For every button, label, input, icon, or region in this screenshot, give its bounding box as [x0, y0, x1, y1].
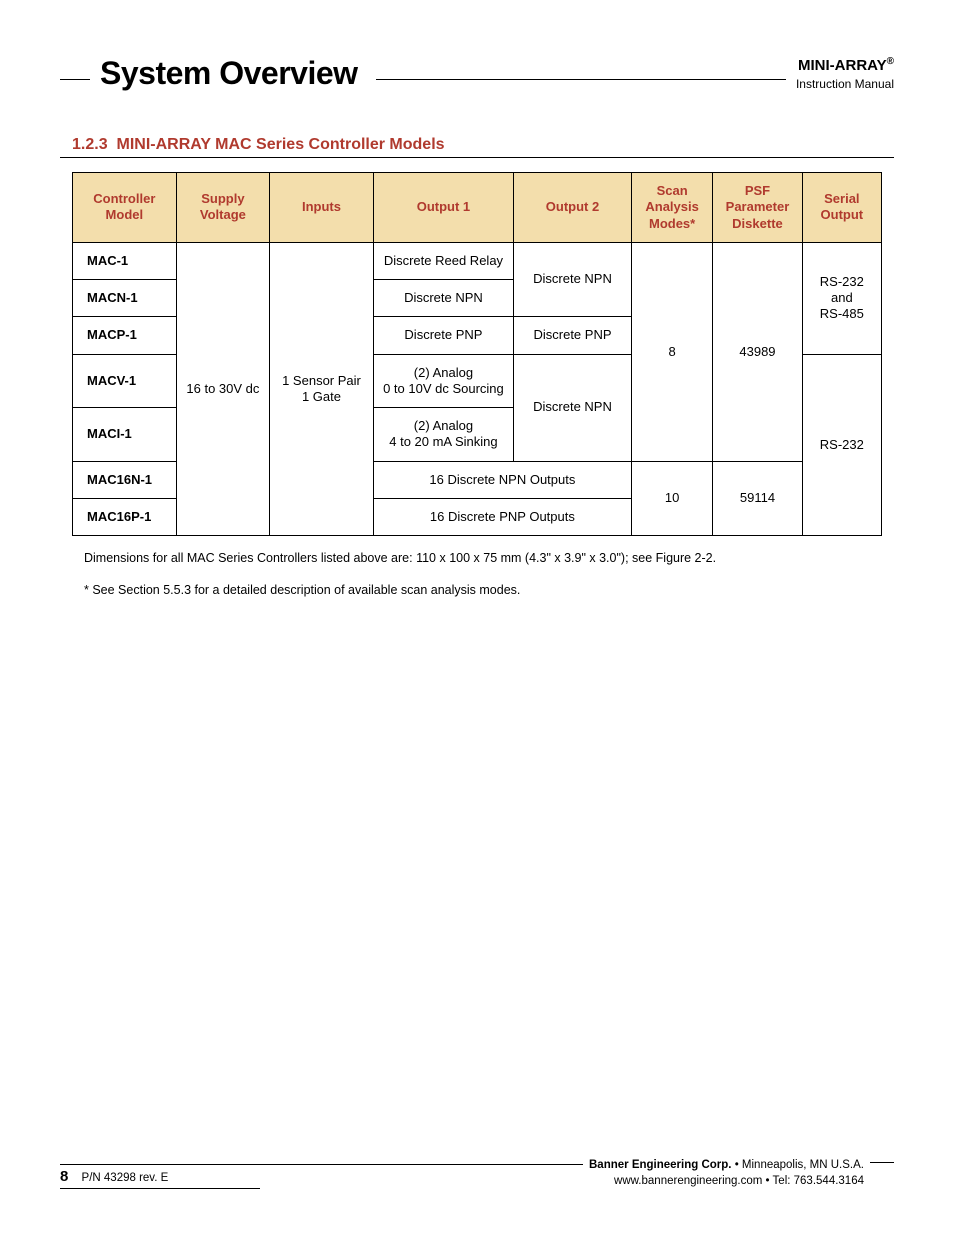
- inputs-text: 1 Sensor Pair 1 Gate: [282, 373, 361, 404]
- table-row: MAC-1 16 to 30V dc 1 Sensor Pair 1 Gate …: [73, 242, 882, 279]
- col-controller-model: Controller Model: [73, 173, 177, 243]
- header-rule-right: [376, 79, 786, 80]
- out1-line: (2) Analog: [414, 365, 473, 380]
- cell-out1: (2) Analog 4 to 20 mA Sinking: [373, 408, 513, 462]
- serial-line: RS-232: [820, 274, 864, 289]
- serial-line: and: [831, 290, 853, 305]
- controller-table: Controller Model Supply Voltage Inputs O…: [72, 172, 882, 536]
- footer-rule-under: [60, 1188, 260, 1189]
- footer-company: Banner Engineering Corp. • Minneapolis, …: [589, 1157, 864, 1173]
- cell-out-merged: 16 Discrete NPN Outputs: [373, 461, 631, 498]
- col-inputs: Inputs: [270, 173, 374, 243]
- col-serial: Serial Output: [802, 173, 881, 243]
- cell-psf: 43989: [713, 242, 802, 461]
- manual-label: Instruction Manual: [796, 77, 894, 91]
- cell-psf: 59114: [713, 461, 802, 536]
- cell-model: MACV-1: [73, 354, 177, 408]
- cell-model: MAC-1: [73, 242, 177, 279]
- cell-model: MACI-1: [73, 408, 177, 462]
- serial-line: RS-485: [820, 306, 864, 321]
- cell-inputs: 1 Sensor Pair 1 Gate: [270, 242, 374, 535]
- cell-scan: 10: [631, 461, 712, 536]
- col-output2: Output 2: [514, 173, 632, 243]
- cell-model: MACP-1: [73, 317, 177, 354]
- footer: Banner Engineering Corp. • Minneapolis, …: [60, 1157, 894, 1189]
- cell-out1: Discrete Reed Relay: [373, 242, 513, 279]
- cell-model: MACN-1: [73, 280, 177, 317]
- table-header-row: Controller Model Supply Voltage Inputs O…: [73, 173, 882, 243]
- cell-out2: Discrete PNP: [514, 317, 632, 354]
- cell-serial: RS-232: [802, 354, 881, 536]
- cell-out1: Discrete NPN: [373, 280, 513, 317]
- note-scan-modes: * See Section 5.5.3 for a detailed descr…: [84, 582, 882, 600]
- page: System Overview MINI-ARRAY® Instruction …: [0, 0, 954, 1235]
- page-title: System Overview: [100, 55, 358, 92]
- cell-out2: Discrete NPN: [514, 242, 632, 317]
- out1-line: 4 to 20 mA Sinking: [389, 434, 497, 449]
- section-title: MINI-ARRAY MAC Series Controller Models: [116, 136, 444, 153]
- cell-out-merged: 16 Discrete PNP Outputs: [373, 498, 631, 535]
- out1-line: 0 to 10V dc Sourcing: [383, 381, 504, 396]
- header-rule-left: [60, 79, 90, 80]
- footer-left: 8 P/N 43298 rev. E: [60, 1168, 260, 1189]
- page-number: 8: [60, 1168, 68, 1185]
- cell-out1: (2) Analog 0 to 10V dc Sourcing: [373, 354, 513, 408]
- footer-rule-right: [870, 1162, 894, 1163]
- note-dimensions: Dimensions for all MAC Series Controller…: [84, 550, 882, 568]
- col-output1: Output 1: [373, 173, 513, 243]
- footer-rule-left: [60, 1164, 583, 1165]
- col-scan-modes: Scan Analysis Modes*: [631, 173, 712, 243]
- out1-line: (2) Analog: [414, 418, 473, 433]
- company-loc: • Minneapolis, MN U.S.A.: [732, 1159, 865, 1171]
- company-name: Banner Engineering Corp.: [589, 1159, 732, 1171]
- brand-text: MINI-ARRAY: [798, 57, 887, 74]
- cell-model: MAC16P-1: [73, 498, 177, 535]
- cell-out1: Discrete PNP: [373, 317, 513, 354]
- table-wrap: Controller Model Supply Voltage Inputs O…: [60, 172, 894, 536]
- cell-scan: 8: [631, 242, 712, 461]
- col-supply-voltage: Supply Voltage: [176, 173, 270, 243]
- part-number: P/N 43298 rev. E: [82, 1172, 169, 1184]
- notes: Dimensions for all MAC Series Controller…: [60, 536, 894, 599]
- brand-block: MINI-ARRAY® Instruction Manual: [796, 56, 894, 92]
- cell-serial: RS-232 and RS-485: [802, 242, 881, 354]
- col-psf: PSF Parameter Diskette: [713, 173, 802, 243]
- header-row: System Overview MINI-ARRAY® Instruction …: [60, 55, 894, 92]
- brand-reg: ®: [887, 56, 894, 67]
- section-number: 1.2.3: [72, 136, 108, 153]
- cell-out2: Discrete NPN: [514, 354, 632, 461]
- cell-supply-voltage: 16 to 30V dc: [176, 242, 270, 535]
- cell-model: MAC16N-1: [73, 461, 177, 498]
- section-heading: 1.2.3 MINI-ARRAY MAC Series Controller M…: [60, 136, 894, 158]
- brand-name: MINI-ARRAY®: [798, 57, 894, 74]
